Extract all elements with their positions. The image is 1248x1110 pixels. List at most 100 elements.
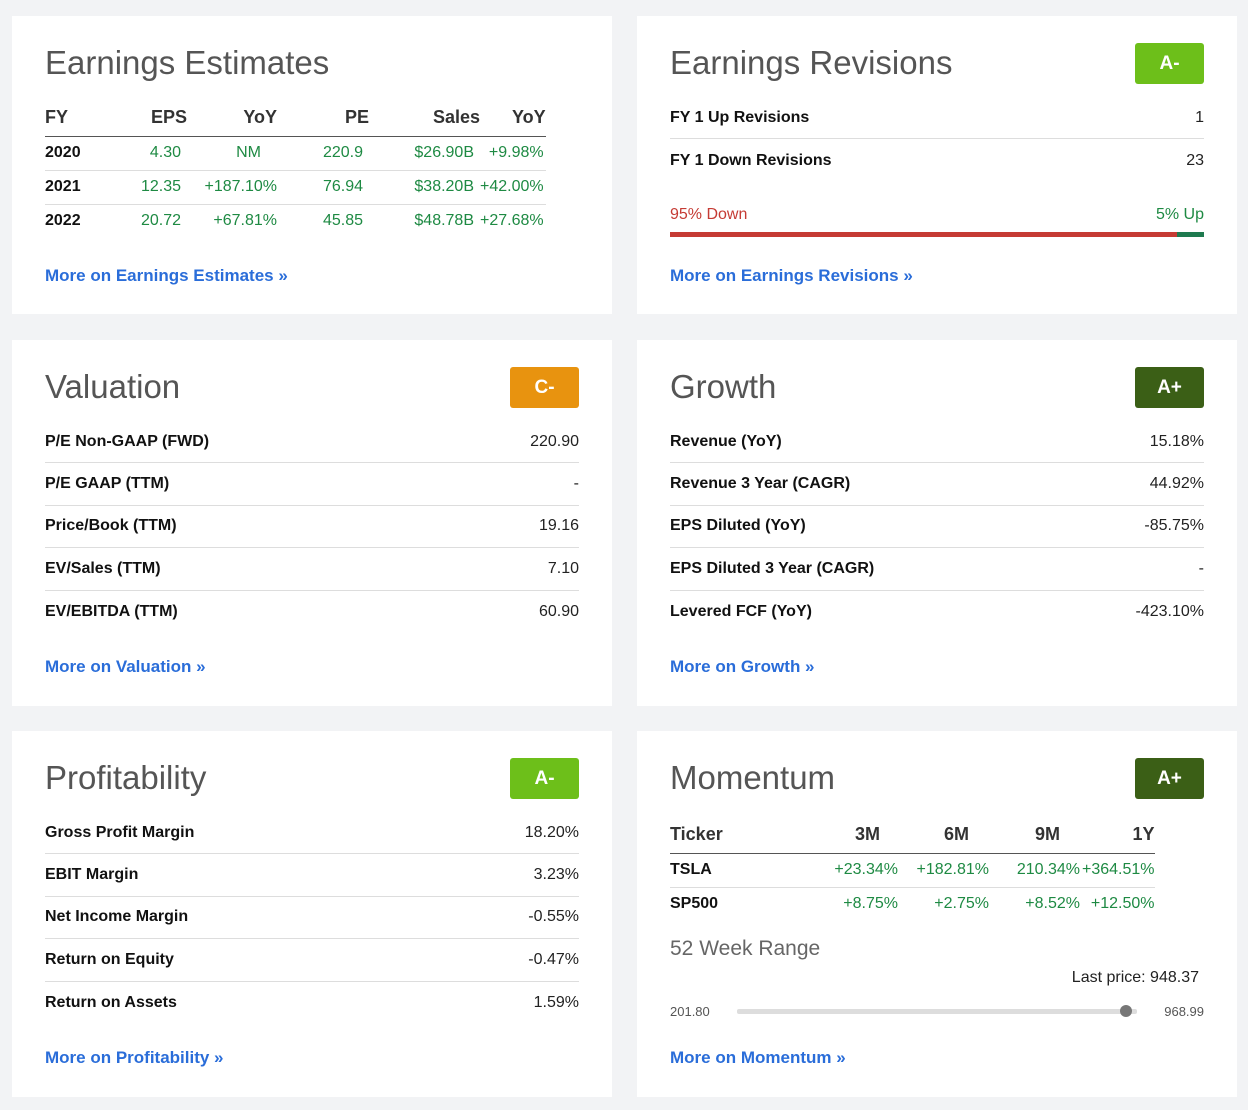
table-cell: +42.00%	[480, 170, 546, 205]
row-value: 1.59%	[533, 993, 579, 1011]
row-label: EV/Sales (TTM)	[45, 559, 161, 577]
row-label: Price/Book (TTM)	[45, 517, 177, 535]
row-value: -	[1198, 559, 1204, 577]
row-label: Return on Equity	[45, 950, 174, 968]
more-on-growth-link[interactable]: More on Growth »	[670, 657, 815, 676]
growth-card: Growth A+ Revenue (YoY) 15.18% Revenue 3…	[637, 340, 1237, 706]
list-item: P/E GAAP (TTM) -	[45, 463, 579, 506]
row-value: 19.16	[538, 517, 579, 535]
column-header: PE	[277, 100, 369, 137]
table-row: 2020 4.30 NM 220.9 $26.90B +9.98%	[45, 136, 546, 171]
table-cell: $48.78B	[414, 212, 474, 230]
revisions-split-bar	[670, 232, 1204, 237]
profitability-title: Profitability	[45, 759, 207, 796]
list-item: Levered FCF (YoY) -423.10%	[670, 591, 1204, 633]
table-row: TSLA +23.34% +182.81% 210.34% +364.51%	[670, 853, 1155, 888]
table-header-row: Ticker 3M 6M 9M 1Y	[670, 817, 1155, 854]
earnings-estimates-title: Earnings Estimates	[45, 44, 330, 81]
up-percent-label: 5% Up	[1155, 206, 1204, 223]
list-item: EV/EBITDA (TTM) 60.90	[45, 591, 579, 633]
row-value: -423.10%	[1135, 602, 1205, 620]
row-value: 44.92%	[1149, 475, 1204, 493]
row-label: Revenue (YoY)	[670, 432, 782, 450]
revisions-split-labels: 95% Down 5% Up	[670, 206, 1204, 224]
last-price-marker	[1120, 1005, 1133, 1017]
column-header: 6M	[900, 817, 991, 854]
table-cell: +2.75%	[934, 895, 989, 913]
table-cell: 45.85	[322, 212, 363, 230]
table-cell: +182.81%	[900, 853, 991, 888]
valuation-grade-badge: C-	[510, 367, 579, 408]
table-row: 2021 12.35 +187.10% 76.94 $38.20B +42.00…	[45, 170, 546, 205]
growth-grade-badge: A+	[1135, 367, 1204, 408]
table-cell: +27.68%	[480, 212, 544, 230]
momentum-grade-badge: A+	[1135, 758, 1204, 799]
more-on-earnings-revisions-link[interactable]: More on Earnings Revisions »	[670, 266, 913, 285]
table-row: SP500 +8.75% +2.75% +8.52% +12.50%	[670, 887, 1155, 921]
row-value: -0.47%	[528, 950, 579, 968]
table-cell: TSLA	[670, 853, 780, 888]
table-cell: 220.9	[277, 136, 369, 171]
more-on-profitability-link[interactable]: More on Profitability »	[45, 1048, 224, 1067]
earnings-revisions-title: Earnings Revisions	[670, 44, 953, 81]
list-item: Price/Book (TTM) 19.16	[45, 506, 579, 549]
column-header: 3M	[780, 817, 900, 854]
profitability-card: Profitability A- Gross Profit Margin 18.…	[12, 731, 612, 1097]
table-cell: 76.94	[277, 170, 369, 205]
growth-title: Growth	[670, 368, 777, 405]
table-cell: +67.81%	[213, 212, 277, 230]
range-high-label: 968.99	[1164, 1004, 1204, 1019]
more-on-momentum-link[interactable]: More on Momentum »	[670, 1048, 846, 1067]
list-item: Gross Profit Margin 18.20%	[45, 812, 579, 855]
list-item: EV/Sales (TTM) 7.10	[45, 548, 579, 591]
column-header: YoY	[480, 100, 546, 137]
table-cell: 4.30	[105, 136, 187, 171]
list-item: EBIT Margin 3.23%	[45, 854, 579, 897]
valuation-list: P/E Non-GAAP (FWD) 220.90 P/E GAAP (TTM)…	[45, 421, 579, 633]
list-item: Revenue (YoY) 15.18%	[670, 421, 1204, 464]
table-cell: 2022	[45, 212, 81, 230]
list-item: Net Income Margin -0.55%	[45, 897, 579, 940]
list-item: FY 1 Down Revisions 23	[670, 139, 1204, 181]
row-value: -85.75%	[1144, 517, 1204, 535]
list-item: FY 1 Up Revisions 1	[670, 97, 1204, 140]
earnings-revisions-card: Earnings Revisions A- FY 1 Up Revisions …	[637, 16, 1237, 314]
more-on-valuation-link[interactable]: More on Valuation »	[45, 657, 206, 676]
table-cell: SP500	[670, 895, 719, 913]
down-bar-segment	[670, 232, 1178, 237]
week-range-title: 52 Week Range	[670, 937, 821, 960]
table-row: 2022 20.72 +67.81% 45.85 $48.78B +27.68%	[45, 204, 546, 238]
row-value: 15.18%	[1149, 432, 1204, 450]
range-low-label: 201.80	[670, 1004, 710, 1019]
table-cell: +8.52%	[1025, 895, 1080, 913]
earnings-revisions-list: FY 1 Up Revisions 1 FY 1 Down Revisions …	[670, 97, 1204, 182]
table-cell: +12.50%	[1090, 895, 1155, 913]
list-item: EPS Diluted (YoY) -85.75%	[670, 506, 1204, 549]
table-cell: 20.72	[140, 212, 181, 230]
down-percent-label: 95% Down	[670, 206, 748, 223]
list-item: Return on Equity -0.47%	[45, 939, 579, 982]
more-on-earnings-estimates-link[interactable]: More on Earnings Estimates »	[45, 266, 288, 285]
table-cell: 12.35	[105, 170, 187, 205]
list-item: Revenue 3 Year (CAGR) 44.92%	[670, 463, 1204, 506]
row-value: -	[573, 475, 579, 493]
row-value: 23	[1186, 151, 1204, 169]
profitability-grade-badge: A-	[510, 758, 579, 799]
valuation-card: Valuation C- P/E Non-GAAP (FWD) 220.90 P…	[12, 340, 612, 706]
growth-list: Revenue (YoY) 15.18% Revenue 3 Year (CAG…	[670, 421, 1204, 633]
row-label: EPS Diluted (YoY)	[670, 517, 806, 535]
column-header: Ticker	[670, 817, 780, 854]
table-cell: $26.90B	[369, 136, 480, 171]
momentum-card: Momentum A+ Ticker 3M 6M 9M 1Y TSLA +23.…	[637, 731, 1237, 1097]
row-label: FY 1 Down Revisions	[670, 151, 832, 169]
row-label: FY 1 Up Revisions	[670, 108, 810, 126]
momentum-table: Ticker 3M 6M 9M 1Y TSLA +23.34% +182.81%…	[670, 817, 1155, 921]
table-cell: +8.75%	[843, 895, 898, 913]
row-value: 1	[1195, 108, 1204, 126]
row-label: Net Income Margin	[45, 908, 189, 926]
column-header: 1Y	[1082, 817, 1155, 854]
row-label: EV/EBITDA (TTM)	[45, 602, 178, 620]
row-value: 7.10	[547, 559, 579, 577]
row-label: Levered FCF (YoY)	[670, 602, 812, 620]
row-value: -0.55%	[528, 908, 579, 926]
